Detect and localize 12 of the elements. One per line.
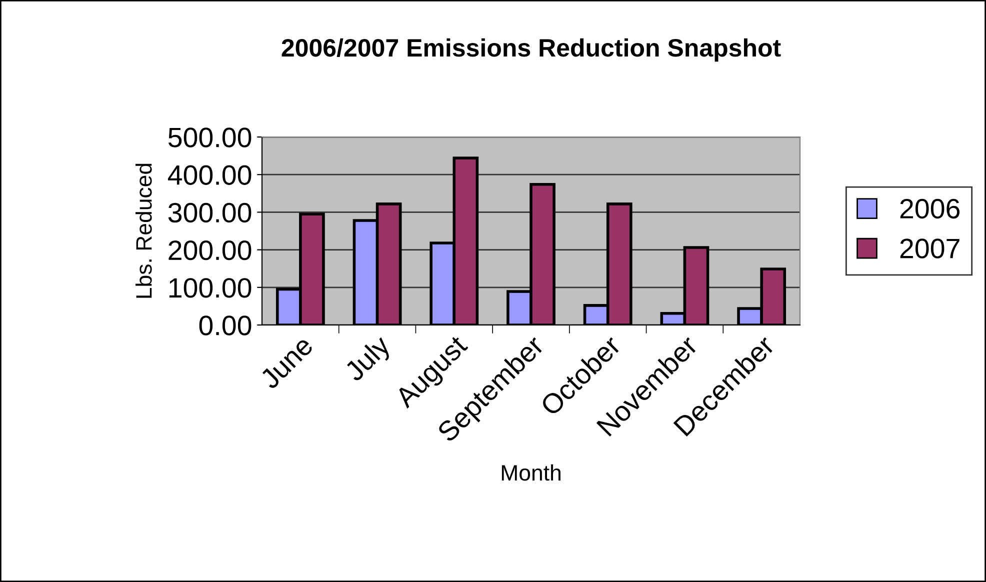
x-tick-label: July [342, 333, 396, 386]
y-tick-label: 200.00 [168, 240, 252, 260]
chart-title: 2006/2007 Emissions Reduction Snapshot [282, 38, 781, 62]
y-tick-label: 400.00 [168, 165, 252, 185]
legend-label: 2006 [900, 198, 960, 219]
y-tick-label: 0.00 [199, 316, 252, 336]
y-tick-label: 100.00 [169, 278, 252, 298]
legend-label: 2007 [900, 238, 960, 258]
x-axis-title: Month [502, 464, 560, 481]
y-tick-label: 300.00 [168, 202, 252, 223]
y-tick-label: 500.00 [168, 128, 252, 148]
y-axis-title: Lbs. Reduced [136, 164, 152, 298]
